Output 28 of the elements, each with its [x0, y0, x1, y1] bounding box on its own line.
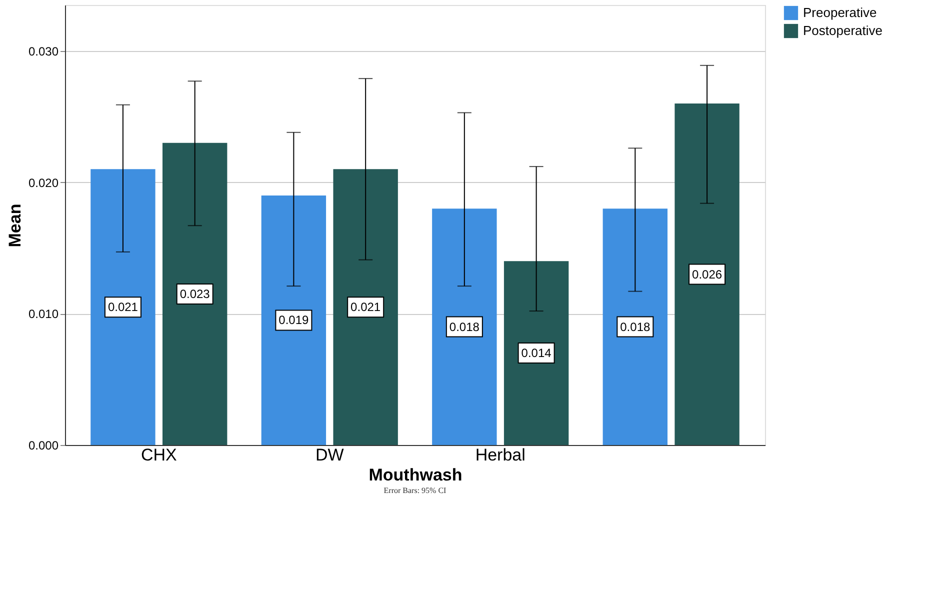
x-axis-title: Mouthwash	[368, 466, 462, 484]
text: Error Bars: 95% CI	[384, 486, 447, 495]
data-label: 0.026	[692, 267, 722, 282]
x-tick-label: Herbal	[475, 446, 526, 464]
data-label: 0.018	[449, 320, 480, 334]
data-label: 0.014	[521, 346, 552, 360]
data-label: 0.018	[620, 320, 650, 334]
bar	[333, 169, 398, 445]
bar	[162, 142, 228, 445]
y-tick-label: 0.030	[28, 44, 59, 58]
bar	[432, 208, 497, 445]
y-axis-title: Mean	[5, 204, 24, 248]
data-label: 0.021	[350, 300, 381, 314]
y-tick-label: 0.000	[28, 438, 59, 452]
bar	[674, 104, 740, 445]
bar	[602, 208, 668, 445]
x-tick-label: CHX	[140, 446, 177, 464]
data-label: 0.023	[180, 286, 210, 301]
legend-label: Postoperative	[803, 23, 882, 38]
legend-label: Preoperative	[803, 5, 877, 20]
y-tick-label: 0.010	[28, 307, 59, 322]
x-tick-label: DW	[315, 446, 344, 464]
data-label: 0.019	[278, 313, 310, 328]
bar	[261, 195, 326, 445]
bar	[90, 169, 156, 445]
y-tick-label: 0.020	[28, 176, 59, 190]
data-label: 0.021	[108, 300, 138, 314]
bar	[504, 261, 569, 445]
